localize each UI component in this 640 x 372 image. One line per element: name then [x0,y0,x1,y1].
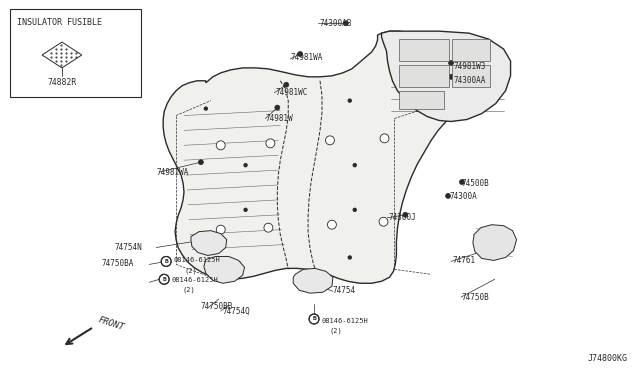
Bar [10,9,141,97]
Circle shape [204,107,207,110]
Polygon shape [473,225,516,260]
Bar [452,39,490,61]
Circle shape [348,256,351,259]
Bar [399,39,449,61]
Text: 74981W3: 74981W3 [454,62,486,71]
Text: (2): (2) [184,267,196,274]
Circle shape [264,223,273,232]
Bar [399,91,444,109]
Text: 74750BA: 74750BA [102,259,134,268]
Circle shape [159,274,169,284]
Text: 74300AA: 74300AA [454,76,486,85]
Circle shape [328,220,337,229]
Text: 74500B: 74500B [462,179,490,187]
Circle shape [449,74,454,79]
Text: INSULATOR FUSIBLE: INSULATOR FUSIBLE [17,18,102,27]
Text: 08146-6125H: 08146-6125H [322,318,369,324]
Circle shape [216,141,225,150]
Polygon shape [293,268,333,293]
Text: 74750B: 74750B [462,293,490,302]
Text: 74754Q: 74754Q [223,307,250,315]
Text: (2): (2) [330,328,342,334]
Text: 74754N: 74754N [115,243,142,252]
Polygon shape [163,31,458,283]
Text: B: B [164,259,168,264]
Text: 08146-6125H: 08146-6125H [173,257,220,263]
Bar [452,65,490,87]
Bar [399,65,449,87]
Text: 74300AB: 74300AB [319,19,351,28]
Text: B: B [312,317,316,321]
Circle shape [161,256,171,266]
Circle shape [460,180,465,185]
Text: B: B [163,277,166,282]
Text: 74300A: 74300A [449,192,477,201]
Circle shape [380,134,389,143]
Circle shape [266,139,275,148]
Circle shape [348,99,351,102]
Circle shape [244,164,247,167]
Text: J74800KG: J74800KG [588,354,628,363]
Text: 74754: 74754 [333,286,356,295]
Polygon shape [204,256,244,283]
Text: (2): (2) [182,287,195,294]
Text: 74981WC: 74981WC [275,88,308,97]
Text: FRONT: FRONT [97,315,125,333]
Circle shape [284,82,289,87]
Circle shape [198,160,204,165]
Circle shape [445,193,451,198]
Circle shape [216,225,225,234]
Text: 74981W: 74981W [266,114,293,123]
Circle shape [449,60,454,65]
Text: 74300J: 74300J [388,213,416,222]
Circle shape [275,105,280,110]
Circle shape [403,212,408,217]
Circle shape [309,314,319,324]
Circle shape [244,208,247,211]
Circle shape [326,136,334,145]
Circle shape [353,208,356,211]
Polygon shape [191,231,227,256]
Circle shape [353,164,356,167]
Text: 74981WA: 74981WA [290,54,323,62]
Text: 08146-6125H: 08146-6125H [171,277,218,283]
Circle shape [298,51,303,57]
Polygon shape [381,31,511,122]
Text: 74981WA: 74981WA [156,168,189,177]
Text: 74750BB: 74750BB [201,302,233,311]
Text: 74882R: 74882R [47,78,77,87]
Circle shape [343,21,348,26]
Text: 74761: 74761 [452,256,475,265]
Circle shape [379,217,388,226]
